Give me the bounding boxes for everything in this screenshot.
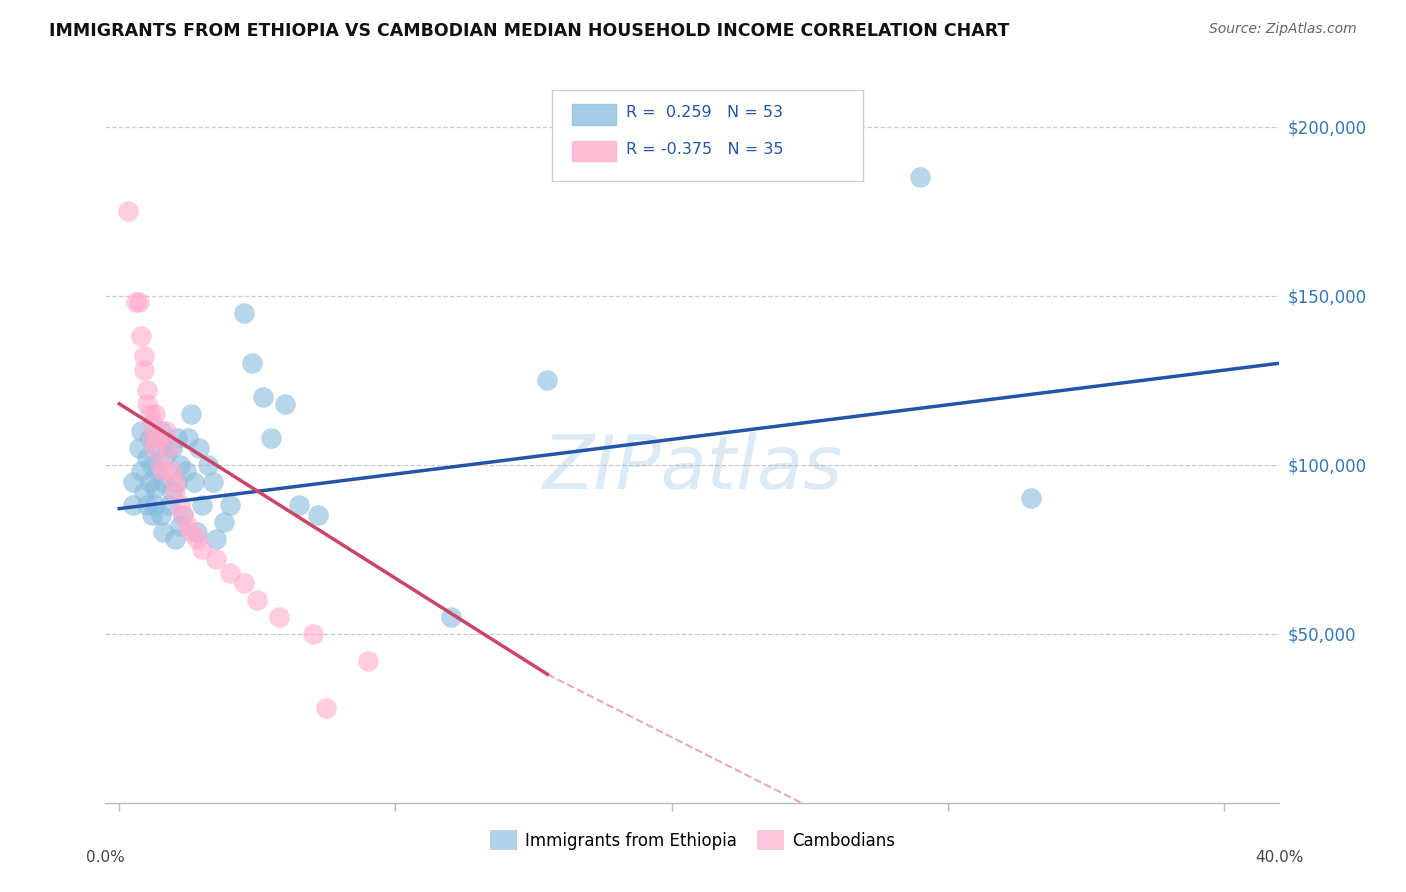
Bar (571, 104, 616, 125)
Point (141, 508, 163, 523)
Point (188, 441, 211, 455)
Point (117, 204, 139, 219)
Point (177, 431, 200, 445)
Point (134, 363, 156, 377)
Point (169, 458, 191, 472)
Point (135, 498, 157, 512)
Point (240, 356, 263, 370)
Point (172, 508, 194, 523)
Point (141, 458, 163, 472)
Point (146, 465, 169, 479)
Point (146, 441, 169, 455)
Point (141, 431, 163, 445)
Point (122, 498, 145, 512)
Point (166, 475, 188, 489)
Point (143, 407, 166, 421)
Point (138, 407, 160, 421)
Point (131, 329, 153, 343)
Point (252, 390, 274, 404)
Point (202, 475, 225, 489)
Point (536, 373, 558, 387)
Point (191, 542, 214, 557)
Text: ZIPatlas: ZIPatlas (543, 433, 842, 504)
Point (246, 593, 269, 607)
Point (186, 532, 208, 546)
Point (134, 350, 156, 364)
Point (163, 475, 186, 489)
Point (301, 626, 323, 640)
Point (157, 498, 180, 512)
Legend: Immigrants from Ethiopia, Cambodians: Immigrants from Ethiopia, Cambodians (484, 823, 901, 856)
Point (232, 305, 254, 319)
Point (260, 431, 283, 445)
Text: R =  0.259   N = 53: R = 0.259 N = 53 (626, 105, 783, 120)
Bar (571, 141, 616, 161)
Point (183, 475, 205, 489)
Point (274, 397, 297, 411)
Point (125, 295, 148, 310)
Point (135, 397, 157, 411)
Point (131, 424, 153, 438)
Point (157, 441, 180, 455)
Point (143, 498, 166, 512)
Point (166, 431, 188, 445)
Point (172, 508, 194, 523)
Point (269, 610, 291, 624)
Point (212, 515, 235, 529)
Point (357, 654, 380, 668)
Point (440, 610, 463, 624)
Point (177, 518, 200, 533)
Point (186, 525, 208, 540)
Point (152, 475, 174, 489)
Point (160, 441, 183, 455)
Point (160, 465, 183, 479)
Point (152, 465, 174, 479)
Point (205, 552, 228, 566)
Point (135, 384, 157, 398)
Point (138, 475, 160, 489)
Point (134, 484, 156, 499)
Point (141, 417, 163, 431)
Point (149, 424, 172, 438)
Point (218, 498, 240, 512)
Point (315, 701, 337, 715)
Point (149, 508, 172, 523)
Point (138, 431, 160, 445)
Point (149, 458, 172, 472)
Point (146, 431, 169, 445)
Point (232, 576, 254, 591)
Text: R = -0.375   N = 35: R = -0.375 N = 35 (626, 142, 783, 157)
Point (169, 498, 191, 512)
Point (191, 498, 214, 512)
Point (180, 407, 202, 421)
Point (128, 295, 150, 310)
Point (163, 532, 186, 546)
Point (135, 450, 157, 465)
Point (163, 484, 186, 499)
Point (155, 448, 177, 462)
Point (128, 441, 150, 455)
Point (205, 532, 228, 546)
Point (218, 566, 240, 580)
Text: 40.0%: 40.0% (1256, 850, 1303, 865)
Point (197, 458, 219, 472)
Point (174, 465, 197, 479)
Point (180, 525, 202, 540)
Point (169, 518, 191, 533)
Point (160, 484, 183, 499)
Text: 0.0%: 0.0% (86, 850, 125, 865)
Point (143, 441, 166, 455)
Point (155, 424, 177, 438)
Point (152, 525, 174, 540)
Point (288, 498, 311, 512)
Point (910, 170, 932, 185)
Point (1019, 491, 1042, 506)
FancyBboxPatch shape (551, 90, 863, 181)
Text: IMMIGRANTS FROM ETHIOPIA VS CAMBODIAN MEDIAN HOUSEHOLD INCOME CORRELATION CHART: IMMIGRANTS FROM ETHIOPIA VS CAMBODIAN ME… (49, 22, 1010, 40)
Point (131, 465, 153, 479)
Point (307, 508, 329, 523)
Point (122, 475, 145, 489)
Point (143, 481, 166, 495)
Text: Source: ZipAtlas.com: Source: ZipAtlas.com (1209, 22, 1357, 37)
